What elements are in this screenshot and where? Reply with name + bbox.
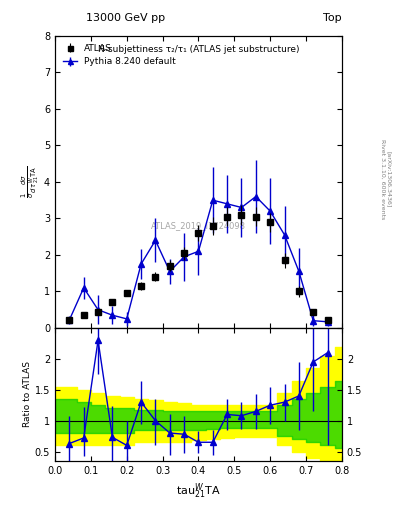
X-axis label: $\mathrm{tau}_{21}^{W}\mathrm{TA}$: $\mathrm{tau}_{21}^{W}\mathrm{TA}$ [176, 481, 221, 501]
Text: 13000 GeV pp: 13000 GeV pp [86, 13, 165, 23]
Legend: ATLAS, Pythia 8.240 default: ATLAS, Pythia 8.240 default [59, 40, 179, 70]
Y-axis label: $\frac{1}{\sigma}\frac{d\sigma}{d\,\tau_{21}^{W}\mathrm{TA}}$: $\frac{1}{\sigma}\frac{d\sigma}{d\,\tau_… [20, 166, 41, 198]
Text: Top: Top [323, 13, 342, 23]
Text: Rivet 3.1.10, 600k events: Rivet 3.1.10, 600k events [381, 139, 386, 219]
Text: N-subjettiness τ₂/τ₁ (ATLAS jet substructure): N-subjettiness τ₂/τ₁ (ATLAS jet substruc… [98, 45, 299, 54]
Text: ATLAS_2019_I1724098: ATLAS_2019_I1724098 [151, 221, 246, 230]
Y-axis label: Ratio to ATLAS: Ratio to ATLAS [23, 361, 32, 428]
Text: [arXiv:1306.3436]: [arXiv:1306.3436] [387, 151, 391, 207]
